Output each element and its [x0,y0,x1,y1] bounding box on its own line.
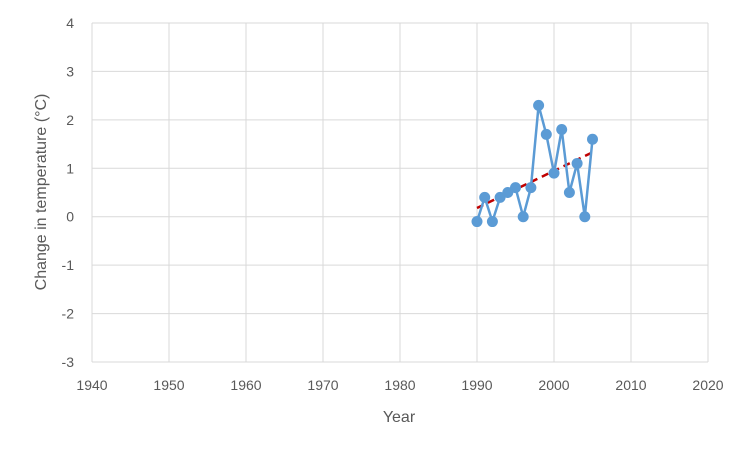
x-tick-label: 1940 [76,377,107,393]
data-point [571,157,583,169]
series-line [475,104,594,223]
y-tick-label: 3 [66,63,74,79]
data-point [510,182,521,194]
y-axis-title: Change in temperature (°C) [33,94,50,291]
data-point [486,216,498,228]
y-tick-label: -1 [62,257,75,273]
data-point [517,211,529,223]
trendline [476,151,594,210]
data-point [525,182,537,194]
data-point [563,187,575,198]
x-tick-label: 2020 [692,377,723,393]
x-tick-label: 1960 [230,377,261,393]
x-tick-label: 2000 [538,377,569,393]
x-tick-label: 1990 [461,377,492,393]
gridlines [91,22,709,363]
data-point [471,216,483,228]
x-axis-tick-labels: 1940 1950 1960 1970 1980 1990 2000 2010 2020 [76,377,723,393]
data-point [540,128,552,140]
trendline-group [476,151,594,210]
data-point [587,133,598,145]
y-tick-label: -2 [62,306,75,322]
y-tick-label: 4 [66,15,74,31]
data-point [533,99,545,111]
y-tick-label: 2 [66,112,74,128]
y-tick-label: 0 [66,209,74,225]
y-tick-label: 1 [66,160,74,176]
x-tick-label: 1970 [307,377,338,393]
y-axis-tick-labels: -3 -2 -1 0 1 2 3 4 [62,15,75,370]
data-point [479,191,491,203]
data-point [556,124,568,136]
data-point [548,167,560,179]
x-tick-label: 1950 [153,377,184,393]
x-tick-label: 1980 [384,377,415,393]
series-group [471,99,598,228]
x-tick-label: 2010 [615,377,646,393]
y-tick-label: -3 [62,354,75,370]
data-point [579,211,591,223]
x-axis-title: Year [383,409,416,426]
